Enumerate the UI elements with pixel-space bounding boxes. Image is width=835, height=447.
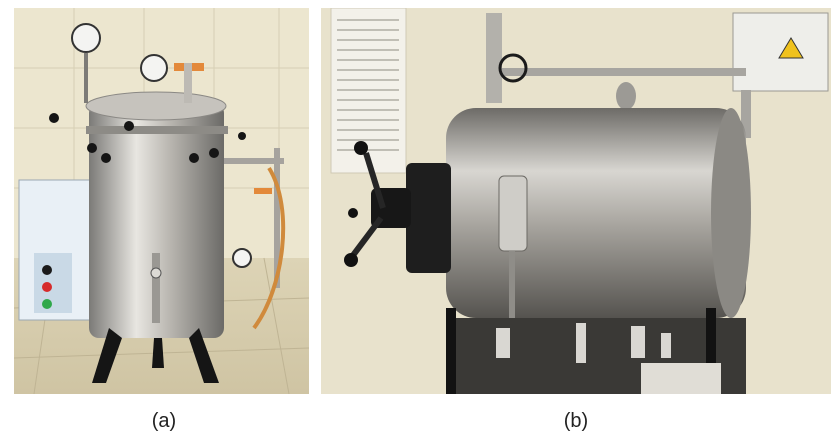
sight-glass <box>498 175 528 252</box>
clamp-knobs <box>49 113 246 163</box>
control-panel <box>34 253 72 313</box>
hose <box>252 166 286 330</box>
leg <box>189 328 219 383</box>
lower-fittings <box>496 323 671 363</box>
switch-icon <box>42 265 52 275</box>
valve-wheel-icon <box>498 53 528 83</box>
vessel-end-cap <box>711 108 751 318</box>
pressure-gauge-icon <box>71 23 101 53</box>
caption-a: (a) <box>151 410 177 432</box>
leg <box>92 328 122 383</box>
vessel-body <box>446 108 746 318</box>
green-button-icon <box>42 299 52 309</box>
pressure-gauge-icon <box>140 54 168 82</box>
valve-handle <box>254 188 272 194</box>
photo-panel-b <box>321 8 831 394</box>
vertical-autoclave-image <box>14 8 309 394</box>
vessel-lid <box>85 91 227 121</box>
red-button-icon <box>42 282 52 292</box>
caption-b: (b) <box>563 410 589 432</box>
vessel-body <box>89 103 224 338</box>
horizontal-autoclave-image <box>321 8 831 394</box>
warning-icon <box>778 37 804 59</box>
lid-flange <box>86 126 228 134</box>
leg <box>152 338 164 368</box>
handle-knob-icon <box>344 253 358 267</box>
notice-text-lines <box>337 19 399 151</box>
pressure-gauge-icon <box>232 248 252 268</box>
steam-pipe <box>486 68 746 76</box>
handle-knob-icon <box>354 141 368 155</box>
door-plate <box>406 163 451 273</box>
electrical-box <box>732 12 829 92</box>
photo-panel-a <box>14 8 309 394</box>
